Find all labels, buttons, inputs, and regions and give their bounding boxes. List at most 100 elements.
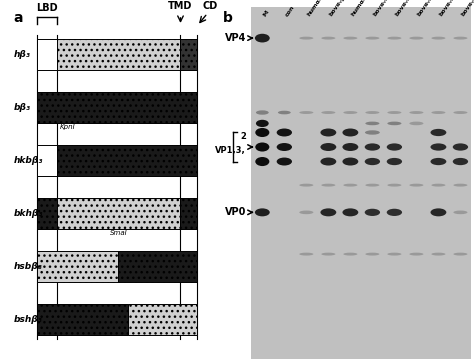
Ellipse shape [454, 211, 467, 214]
Ellipse shape [410, 111, 423, 114]
Ellipse shape [277, 129, 292, 136]
Text: a: a [14, 11, 23, 25]
Bar [57, 38, 181, 70]
Ellipse shape [255, 208, 270, 216]
Text: LBD: LBD [36, 3, 58, 13]
Bar [181, 197, 197, 229]
Text: b: b [223, 11, 233, 25]
Ellipse shape [342, 143, 358, 151]
Text: bovαᵥhumβ₃: bovαᵥhumβ₃ [373, 0, 401, 17]
Ellipse shape [387, 253, 401, 256]
Ellipse shape [453, 143, 468, 151]
Ellipse shape [320, 158, 336, 166]
Text: hsbβ₃: hsbβ₃ [14, 262, 42, 271]
Ellipse shape [430, 158, 447, 165]
Ellipse shape [365, 143, 380, 151]
Ellipse shape [299, 111, 313, 114]
Ellipse shape [454, 184, 467, 187]
Ellipse shape [299, 37, 313, 40]
Ellipse shape [343, 184, 357, 187]
Bar [251, 7, 472, 359]
Ellipse shape [256, 110, 269, 115]
Ellipse shape [342, 129, 358, 136]
Text: VP1,3,: VP1,3, [216, 146, 246, 155]
Bar [36, 38, 57, 70]
Ellipse shape [410, 184, 423, 187]
Ellipse shape [454, 37, 467, 40]
Ellipse shape [255, 142, 269, 152]
Ellipse shape [365, 130, 380, 135]
Ellipse shape [320, 143, 336, 151]
Ellipse shape [410, 253, 423, 256]
Ellipse shape [387, 122, 401, 125]
Text: bovαᵥhsbβ₃: bovαᵥhsbβ₃ [438, 0, 465, 17]
Ellipse shape [321, 253, 336, 256]
Text: bβ₃: bβ₃ [14, 103, 31, 112]
Ellipse shape [431, 184, 446, 187]
Ellipse shape [321, 111, 336, 114]
Text: SmaI: SmaI [110, 230, 128, 236]
Ellipse shape [453, 158, 468, 165]
Text: bovαᵥbshβ₃: bovαᵥbshβ₃ [460, 0, 474, 17]
Ellipse shape [256, 120, 269, 127]
Ellipse shape [277, 158, 292, 166]
Ellipse shape [365, 184, 379, 187]
Ellipse shape [321, 184, 336, 187]
Text: bkhβ₃: bkhβ₃ [14, 209, 43, 218]
Ellipse shape [387, 184, 401, 187]
Ellipse shape [431, 111, 446, 114]
Ellipse shape [431, 37, 446, 40]
Text: hkbβ₃: hkbβ₃ [14, 156, 43, 165]
Text: con: con [284, 4, 296, 17]
Ellipse shape [255, 128, 269, 137]
Ellipse shape [387, 209, 402, 216]
Ellipse shape [277, 143, 292, 151]
Text: VP0: VP0 [225, 207, 246, 217]
Ellipse shape [365, 209, 380, 216]
Ellipse shape [410, 37, 423, 40]
Ellipse shape [278, 111, 291, 114]
Ellipse shape [343, 111, 357, 114]
Ellipse shape [320, 129, 336, 136]
Ellipse shape [454, 253, 467, 256]
Ellipse shape [365, 122, 379, 125]
Text: bshβ₃: bshβ₃ [14, 315, 42, 324]
Ellipse shape [431, 253, 446, 256]
Text: TMD: TMD [168, 1, 193, 11]
Text: 2: 2 [240, 132, 246, 140]
Bar [36, 303, 128, 335]
Text: humαᵥbovβ₃: humαᵥbovβ₃ [350, 0, 379, 17]
Bar [36, 197, 57, 229]
Text: bovαᵥβ₃: bovαᵥβ₃ [328, 0, 348, 17]
Ellipse shape [387, 143, 402, 151]
Bar [181, 38, 197, 70]
Ellipse shape [342, 208, 358, 216]
Ellipse shape [255, 34, 270, 42]
Ellipse shape [454, 111, 467, 114]
Bar [36, 91, 197, 123]
Text: hβ₃: hβ₃ [14, 50, 30, 59]
Text: VP4: VP4 [225, 33, 246, 43]
Ellipse shape [343, 37, 357, 40]
Ellipse shape [365, 253, 379, 256]
Ellipse shape [410, 122, 423, 125]
Ellipse shape [387, 158, 402, 165]
Ellipse shape [342, 158, 358, 166]
Ellipse shape [430, 208, 447, 216]
Ellipse shape [255, 157, 269, 166]
Bar [128, 303, 197, 335]
Bar [57, 197, 181, 229]
Ellipse shape [430, 129, 447, 136]
Text: CD: CD [202, 1, 217, 11]
Text: M: M [262, 9, 270, 17]
Ellipse shape [387, 37, 401, 40]
Ellipse shape [299, 184, 313, 187]
Text: humαᵥβ₃: humαᵥβ₃ [306, 0, 328, 17]
Text: bovαᵥhkbβ₃: bovαᵥhkbβ₃ [394, 0, 422, 17]
Bar [57, 144, 197, 176]
Text: KpnI: KpnI [60, 124, 75, 130]
Ellipse shape [299, 253, 313, 256]
Ellipse shape [365, 158, 380, 165]
Ellipse shape [320, 208, 336, 216]
Bar [118, 250, 197, 282]
